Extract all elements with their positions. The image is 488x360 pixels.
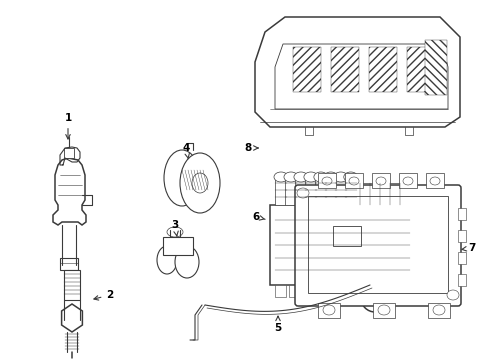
Bar [285, 177, 296, 205]
Ellipse shape [321, 177, 331, 185]
Ellipse shape [180, 153, 220, 213]
Text: 4: 4 [182, 143, 189, 159]
Ellipse shape [296, 188, 308, 198]
Bar [457, 274, 465, 286]
Ellipse shape [293, 172, 307, 182]
Bar [332, 226, 360, 246]
Ellipse shape [360, 284, 388, 312]
Bar [398, 173, 416, 188]
Bar [457, 208, 465, 220]
Bar [317, 173, 335, 188]
Ellipse shape [163, 150, 200, 206]
Text: 2: 2 [94, 290, 113, 300]
Polygon shape [274, 44, 447, 109]
Ellipse shape [348, 177, 358, 185]
Ellipse shape [303, 172, 317, 182]
Text: 7: 7 [461, 243, 475, 253]
Polygon shape [61, 304, 82, 332]
Bar [294, 177, 306, 205]
Bar [292, 47, 320, 92]
Bar [288, 285, 299, 297]
Bar [457, 252, 465, 264]
Bar [305, 177, 316, 205]
Bar [274, 285, 285, 297]
Text: 5: 5 [274, 316, 281, 333]
Bar [406, 47, 434, 92]
Ellipse shape [313, 172, 327, 182]
Bar [371, 173, 389, 188]
Ellipse shape [157, 246, 177, 274]
Bar [328, 285, 339, 297]
Bar [425, 173, 443, 188]
Bar [330, 47, 358, 92]
Bar [64, 148, 74, 158]
Bar [344, 177, 356, 205]
Ellipse shape [366, 290, 382, 306]
Ellipse shape [273, 172, 287, 182]
Bar [396, 285, 407, 297]
Ellipse shape [167, 227, 183, 237]
Bar [355, 285, 366, 297]
Bar [368, 47, 396, 92]
Bar [369, 285, 380, 297]
Ellipse shape [323, 172, 337, 182]
Text: 3: 3 [171, 220, 178, 236]
Bar [315, 285, 326, 297]
Ellipse shape [375, 177, 385, 185]
Ellipse shape [432, 305, 444, 315]
Bar [457, 230, 465, 242]
Ellipse shape [333, 172, 347, 182]
Ellipse shape [343, 172, 357, 182]
Polygon shape [53, 158, 86, 225]
Ellipse shape [175, 246, 199, 278]
Text: 6: 6 [252, 212, 264, 222]
Bar [324, 177, 336, 205]
Text: 1: 1 [64, 113, 71, 139]
Bar [314, 177, 326, 205]
Bar [334, 177, 346, 205]
Ellipse shape [192, 173, 207, 193]
Bar [274, 177, 286, 205]
Bar [382, 285, 393, 297]
Bar [424, 40, 446, 95]
Bar [356, 183, 411, 205]
Ellipse shape [284, 172, 297, 182]
Ellipse shape [377, 305, 389, 315]
Bar [427, 303, 449, 318]
Bar [342, 285, 353, 297]
Ellipse shape [446, 290, 458, 300]
Text: 8: 8 [244, 143, 258, 153]
Polygon shape [254, 17, 459, 127]
Bar [302, 285, 312, 297]
Bar [269, 205, 414, 285]
Bar [60, 258, 78, 270]
Bar [64, 270, 80, 300]
Ellipse shape [323, 305, 334, 315]
Bar [317, 303, 339, 318]
Bar [163, 237, 193, 255]
Ellipse shape [429, 177, 439, 185]
Ellipse shape [402, 177, 412, 185]
Bar [307, 196, 447, 293]
Bar [372, 303, 394, 318]
FancyBboxPatch shape [294, 185, 460, 306]
Bar [345, 173, 362, 188]
